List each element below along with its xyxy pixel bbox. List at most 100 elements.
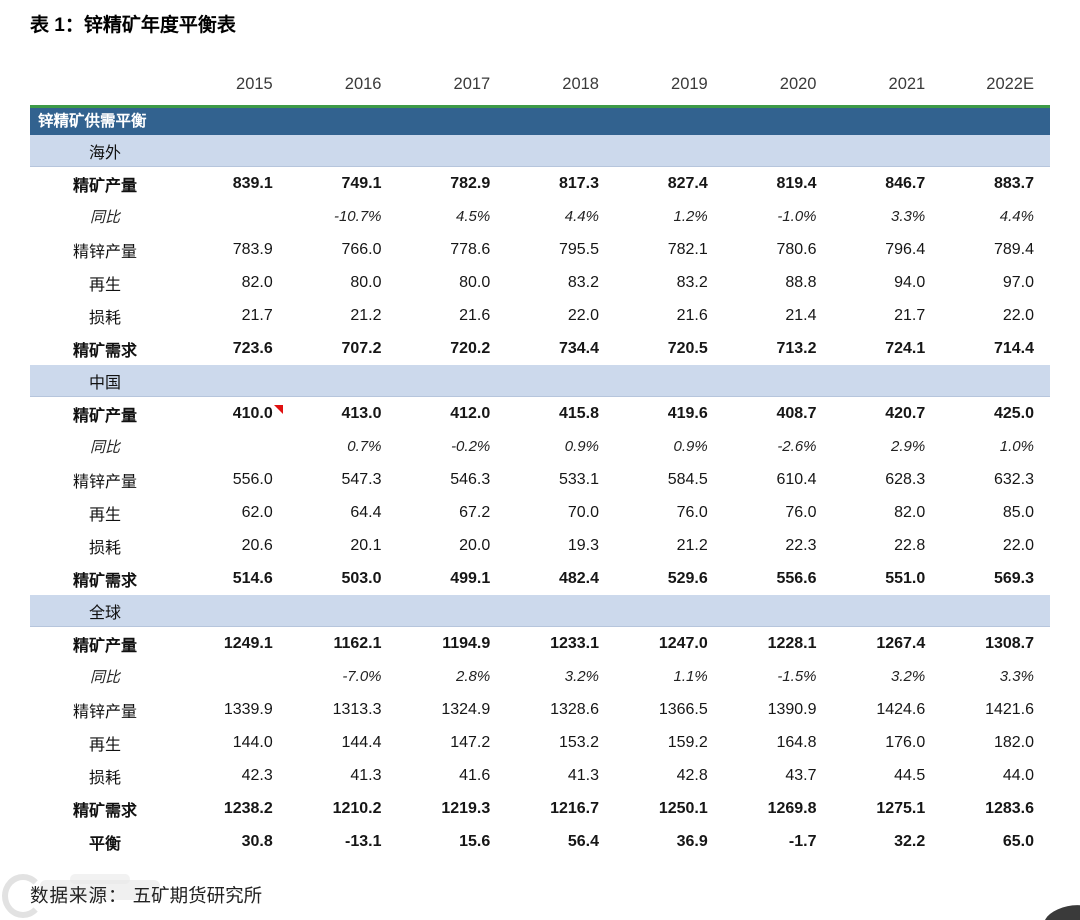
table-cell: 408.7	[776, 404, 817, 422]
table-cell: 80.0	[459, 273, 491, 291]
table-cell: 22.0	[1002, 306, 1034, 324]
table-cell: 556.6	[776, 569, 817, 587]
table-cell: 97.0	[1002, 273, 1034, 291]
table-cell: 713.2	[776, 339, 817, 357]
data-source-text: 五矿期货研究所	[132, 885, 263, 906]
table-cell: 546.3	[450, 470, 491, 488]
table-cell: 632.3	[993, 470, 1034, 488]
table-cell: 1238.2	[223, 799, 273, 817]
row-label: 同比	[89, 209, 120, 226]
table-cell: 56.4	[567, 832, 599, 850]
table-cell: 21.7	[241, 306, 273, 324]
table-cell: 1.2%	[673, 208, 708, 225]
row-label: 精锌产量	[72, 703, 137, 721]
table-row: 平衡 30.8 -13.1 15.6 56.4 36.9 -1.7 32.2 65.0	[30, 825, 1050, 858]
table-cell: 0.9%	[673, 438, 708, 455]
table-cell: 1233.1	[550, 634, 599, 652]
table-cell: 41.6	[459, 766, 491, 784]
table-cell: 1210.2	[332, 799, 382, 817]
table-cell: 1249.1	[223, 634, 273, 652]
table-cell: 43.7	[785, 766, 817, 784]
table-cell: 42.8	[676, 766, 708, 784]
year-header-cell: 2022E	[986, 74, 1034, 93]
table-cell: 3.3%	[891, 208, 926, 225]
table-cell: 4.4%	[999, 208, 1034, 225]
table-cell: 1.0%	[999, 438, 1034, 455]
table-row: 再生 144.0 144.4 147.2 153.2 159.2 164.8 176.0 182…	[30, 726, 1050, 759]
year-header-cell: 2017	[453, 74, 491, 93]
table-cell: 3.2%	[564, 668, 599, 685]
year-header-row: 2015 2016 2017 2018 2019 2020 2021 2022E	[30, 70, 1050, 98]
table-cell: 21.6	[459, 306, 491, 324]
table-cell: 30.8	[241, 832, 273, 850]
table-row: 再生 62.0 64.4 67.2 70.0 76.0 76.0 82.0 85.0	[30, 496, 1050, 529]
row-label: 精矿产量	[72, 177, 137, 195]
row-label: 同比	[89, 439, 120, 456]
table-row: 同比 0.7% -0.2% 0.9% 0.9% -2.6% 2.9% 1.0%	[30, 430, 1050, 463]
row-label: 精矿需求	[72, 802, 137, 820]
table-cell: 766.0	[341, 240, 382, 258]
section-row: 中国	[30, 365, 1050, 397]
table-cell: 1.1%	[673, 668, 708, 685]
data-source: 数据来源： 五矿期货研究所	[30, 882, 262, 908]
table-cell: 569.3	[993, 569, 1034, 587]
table-cell: 734.4	[558, 339, 599, 357]
table-cell: 65.0	[1002, 832, 1034, 850]
table-cell: 1283.6	[985, 799, 1034, 817]
corner-logo	[1041, 900, 1080, 920]
table-cell: 32.2	[894, 832, 926, 850]
table-cell: 1339.9	[223, 700, 273, 718]
table-cell: 164.8	[776, 733, 817, 751]
table-cell: 551.0	[885, 569, 926, 587]
table-cell: 42.3	[241, 766, 273, 784]
table-cell: 419.6	[667, 404, 708, 422]
table-cell: 782.9	[450, 174, 491, 192]
table-cell: 778.6	[450, 240, 491, 258]
table-cell: 724.1	[885, 339, 926, 357]
table-cell: 19.3	[567, 536, 599, 554]
table-cell: 82.0	[241, 273, 273, 291]
table-cell: 610.4	[776, 470, 817, 488]
table-cell: -1.0%	[777, 208, 817, 225]
table-row: 精矿产量 839.1 749.1 782.9 817.3 827.4 819.4 846.7 8…	[30, 167, 1050, 200]
table-cell: 67.2	[459, 503, 491, 521]
table-cell: 412.0	[450, 404, 491, 422]
table-cell: 420.7	[885, 404, 926, 422]
year-header-cell: 2019	[671, 74, 708, 93]
table-cell: 70.0	[567, 503, 599, 521]
table-cell: 846.7	[885, 174, 926, 192]
table-cell: 1324.9	[441, 700, 491, 718]
table-cell: 1424.6	[876, 700, 926, 718]
table-cell: 182.0	[993, 733, 1034, 751]
year-header-cell: 2016	[344, 74, 382, 93]
table-row: 精锌产量 783.9 766.0 778.6 795.5 782.1 780.6 796.4 7…	[30, 233, 1050, 266]
table-cell: 1250.1	[658, 799, 708, 817]
table-section-header-label: 锌精矿供需平衡	[38, 113, 147, 130]
year-header-cell: 2015	[236, 74, 273, 93]
note-marker-icon	[273, 404, 283, 414]
table-row: 精矿需求 514.6 503.0 499.1 482.4 529.6 556.6 551.0 5…	[30, 562, 1050, 595]
table-cell: 3.2%	[891, 668, 926, 685]
row-label: 精锌产量	[72, 243, 137, 261]
table-cell: 783.9	[232, 240, 273, 258]
table-cell: 159.2	[667, 733, 708, 751]
table-cell: -1.7	[788, 832, 817, 850]
table-cell: 556.0	[232, 470, 273, 488]
table-cell: 482.4	[558, 569, 599, 587]
table-cell: 584.5	[667, 470, 708, 488]
table-cell: 723.6	[232, 339, 273, 357]
row-label: 精矿需求	[72, 342, 137, 360]
table-cell: 2.9%	[891, 438, 926, 455]
table-cell: 21.4	[785, 306, 817, 324]
table-cell: 21.2	[350, 306, 382, 324]
row-label: 损耗	[88, 309, 121, 327]
table-cell: 749.1	[341, 174, 382, 192]
table-row: 同比 -7.0% 2.8% 3.2% 1.1% -1.5% 3.2% 3.3%	[30, 660, 1050, 693]
table-cell: 1269.8	[767, 799, 817, 817]
table-cell: 20.6	[241, 536, 273, 554]
year-header-cell: 2021	[888, 74, 926, 93]
table-cell: 76.0	[676, 503, 708, 521]
table-row: 精矿产量 1249.1 1162.1 1194.9 1233.1 1247.0 1228.1…	[30, 627, 1050, 660]
table-cell: 1328.6	[550, 700, 599, 718]
